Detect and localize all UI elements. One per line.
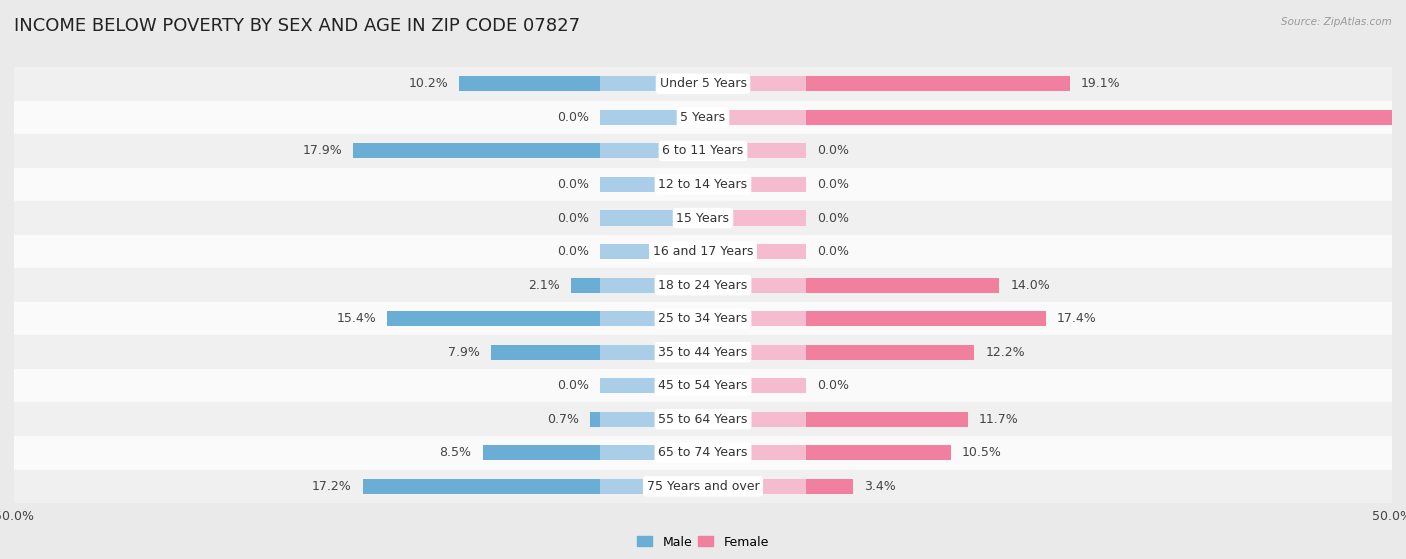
Bar <box>353 143 599 159</box>
Text: 65 to 74 Years: 65 to 74 Years <box>658 446 748 459</box>
Text: 17.2%: 17.2% <box>312 480 352 493</box>
Bar <box>599 344 703 360</box>
Bar <box>703 311 807 326</box>
Text: 12.2%: 12.2% <box>986 345 1025 359</box>
Bar <box>14 470 1392 503</box>
Bar <box>482 446 599 461</box>
Legend: Male, Female: Male, Female <box>633 530 773 553</box>
Text: 14.0%: 14.0% <box>1011 278 1050 292</box>
Bar <box>599 446 703 461</box>
Bar <box>807 411 967 427</box>
Bar <box>14 134 1392 168</box>
Bar <box>14 235 1392 268</box>
Bar <box>14 302 1392 335</box>
Bar <box>591 411 599 427</box>
Bar <box>703 277 807 293</box>
Bar <box>599 110 703 125</box>
Bar <box>807 311 1046 326</box>
Text: 75 Years and over: 75 Years and over <box>647 480 759 493</box>
Text: Source: ZipAtlas.com: Source: ZipAtlas.com <box>1281 17 1392 27</box>
Bar <box>599 244 703 259</box>
Text: INCOME BELOW POVERTY BY SEX AND AGE IN ZIP CODE 07827: INCOME BELOW POVERTY BY SEX AND AGE IN Z… <box>14 17 581 35</box>
Text: 11.7%: 11.7% <box>979 413 1018 426</box>
Bar <box>14 335 1392 369</box>
Text: 5 Years: 5 Years <box>681 111 725 124</box>
Text: 7.9%: 7.9% <box>449 345 479 359</box>
Text: 0.0%: 0.0% <box>817 379 849 392</box>
Text: 6 to 11 Years: 6 to 11 Years <box>662 144 744 158</box>
Text: 12 to 14 Years: 12 to 14 Years <box>658 178 748 191</box>
Text: 0.0%: 0.0% <box>557 111 589 124</box>
Bar <box>599 311 703 326</box>
Text: 15 Years: 15 Years <box>676 211 730 225</box>
Bar <box>14 101 1392 134</box>
Text: 18 to 24 Years: 18 to 24 Years <box>658 278 748 292</box>
Bar <box>14 436 1392 470</box>
Bar <box>14 201 1392 235</box>
Text: 55 to 64 Years: 55 to 64 Years <box>658 413 748 426</box>
Text: 0.0%: 0.0% <box>817 144 849 158</box>
Bar <box>599 177 703 192</box>
Text: 25 to 34 Years: 25 to 34 Years <box>658 312 748 325</box>
Bar <box>491 344 599 360</box>
Bar <box>703 110 807 125</box>
Bar <box>703 244 807 259</box>
Bar <box>703 177 807 192</box>
Text: 0.0%: 0.0% <box>557 379 589 392</box>
Text: 17.4%: 17.4% <box>1057 312 1097 325</box>
Bar <box>14 67 1392 101</box>
Bar <box>807 277 1000 293</box>
Bar <box>703 76 807 91</box>
Text: 0.0%: 0.0% <box>817 245 849 258</box>
Bar <box>599 143 703 159</box>
Bar <box>599 76 703 91</box>
Bar <box>599 277 703 293</box>
Bar <box>807 344 974 360</box>
Bar <box>703 210 807 225</box>
Bar <box>807 479 853 494</box>
Bar <box>363 479 599 494</box>
Text: 10.5%: 10.5% <box>962 446 1002 459</box>
Bar <box>599 411 703 427</box>
Bar <box>599 479 703 494</box>
Bar <box>807 446 950 461</box>
Text: 0.0%: 0.0% <box>557 211 589 225</box>
Bar <box>14 168 1392 201</box>
Text: 35 to 44 Years: 35 to 44 Years <box>658 345 748 359</box>
Bar <box>807 110 1406 125</box>
Text: Under 5 Years: Under 5 Years <box>659 77 747 91</box>
Bar <box>14 402 1392 436</box>
Bar <box>703 446 807 461</box>
Bar <box>703 411 807 427</box>
Text: 2.1%: 2.1% <box>527 278 560 292</box>
Bar <box>14 369 1392 402</box>
Text: 16 and 17 Years: 16 and 17 Years <box>652 245 754 258</box>
Text: 15.4%: 15.4% <box>336 312 377 325</box>
Bar <box>388 311 599 326</box>
Bar <box>703 378 807 394</box>
Bar <box>14 268 1392 302</box>
Text: 0.0%: 0.0% <box>817 211 849 225</box>
Text: 3.4%: 3.4% <box>865 480 896 493</box>
Text: 0.0%: 0.0% <box>557 245 589 258</box>
Text: 0.7%: 0.7% <box>547 413 579 426</box>
Bar <box>807 76 1070 91</box>
Text: 10.2%: 10.2% <box>408 77 449 91</box>
Bar <box>703 344 807 360</box>
Bar <box>571 277 599 293</box>
Text: 17.9%: 17.9% <box>302 144 342 158</box>
Bar <box>599 378 703 394</box>
Text: 19.1%: 19.1% <box>1081 77 1121 91</box>
Bar <box>460 76 599 91</box>
Bar <box>703 143 807 159</box>
Bar <box>703 479 807 494</box>
Bar <box>599 210 703 225</box>
Text: 45 to 54 Years: 45 to 54 Years <box>658 379 748 392</box>
Text: 8.5%: 8.5% <box>440 446 471 459</box>
Text: 0.0%: 0.0% <box>817 178 849 191</box>
Text: 0.0%: 0.0% <box>557 178 589 191</box>
